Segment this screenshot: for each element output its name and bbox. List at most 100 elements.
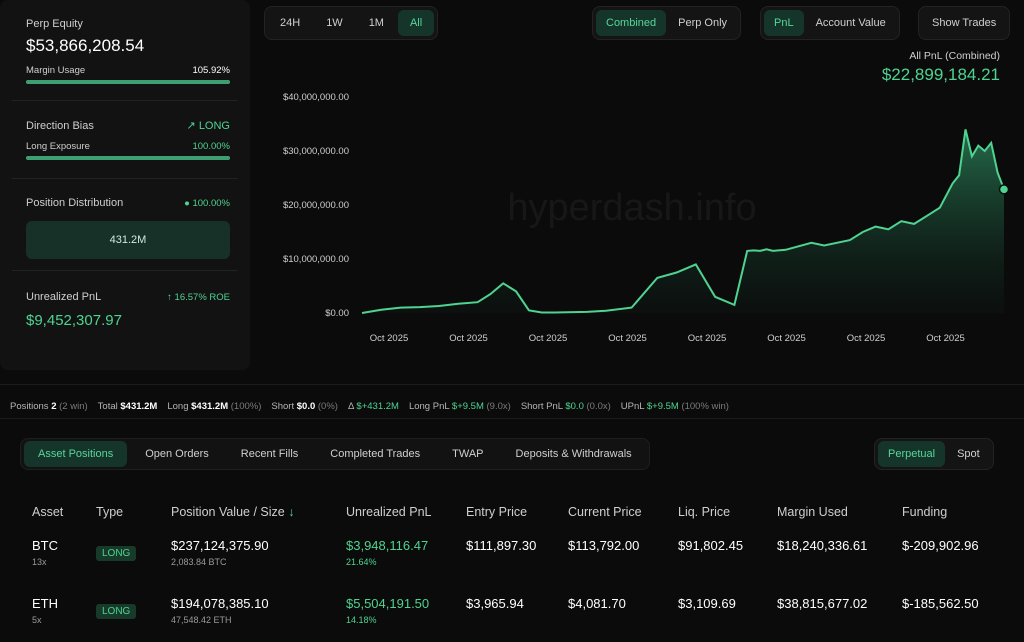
direction-bias-block: Direction Bias ↗ LONG Long Exposure 100.… bbox=[26, 119, 230, 160]
col-entry-price[interactable]: Entry Price bbox=[466, 505, 528, 519]
asset-name: ETH bbox=[32, 596, 58, 611]
table-row[interactable]: ETH 5x LONG $194,078,385.10 47,548.42 ETH … bbox=[0, 584, 1024, 642]
stat-upnl: UPnL $+9.5M (100% win) bbox=[620, 400, 729, 412]
position-distribution-bar[interactable]: 431.2M bbox=[26, 221, 230, 259]
col-unrealized-pnl[interactable]: Unrealized PnL bbox=[346, 505, 432, 519]
perpetual-button[interactable]: Perpetual bbox=[878, 441, 946, 467]
tab-deposits-withdrawals[interactable]: Deposits & Withdrawals bbox=[515, 448, 632, 460]
perp-equity-label: Perp Equity bbox=[26, 18, 83, 30]
col-funding[interactable]: Funding bbox=[902, 505, 948, 519]
x-tick-label: Oct 2025 bbox=[767, 333, 806, 344]
range-24h-button[interactable]: 24H bbox=[280, 17, 301, 29]
stat-short-pnl: Short PnL $0.0 (0.0x) bbox=[520, 400, 611, 412]
long-exposure-value: 100.00% bbox=[192, 141, 230, 152]
y-tick-label: $30,000,000.00 bbox=[283, 146, 349, 157]
direction-bias-value: ↗ LONG bbox=[186, 120, 230, 132]
margin-used: $38,815,677.02 bbox=[777, 596, 868, 611]
asset-name: BTC bbox=[32, 538, 58, 553]
sort-desc-icon: ↓ bbox=[288, 505, 295, 519]
range-all-button[interactable]: All bbox=[397, 10, 435, 36]
liq-price: $3,109.69 bbox=[678, 596, 736, 611]
unrealized-pnl-pct: 21.64% bbox=[346, 557, 377, 567]
margin-usage-bar bbox=[26, 80, 230, 84]
unrealized-pnl: $3,948,116.47 bbox=[346, 538, 429, 553]
stat-delta: Δ $+431.2M bbox=[347, 400, 399, 412]
position-size: 2,083.84 BTC bbox=[171, 557, 227, 567]
position-size: 47,548.42 ETH bbox=[171, 615, 232, 625]
entry-price: $111,897.30 bbox=[466, 538, 537, 553]
position-distribution-label: Position Distribution bbox=[26, 197, 124, 209]
col-position-value[interactable]: Position Value / Size ↓ bbox=[171, 505, 295, 519]
pnl-chart[interactable]: hyperdash.info $40,000,000.00 $30,000,000… bbox=[262, 80, 1024, 350]
unrealized-pnl: $5,504,191.50 bbox=[346, 596, 430, 611]
margin-usage-label: Margin Usage bbox=[26, 65, 86, 76]
asset-leverage: 5x bbox=[32, 615, 42, 625]
margin-usage-bar-fill bbox=[26, 80, 230, 84]
current-price: $4,081.70 bbox=[568, 596, 626, 611]
tab-open-orders[interactable]: Open Orders bbox=[145, 448, 209, 460]
margin-usage-value: 105.92% bbox=[192, 65, 230, 76]
funding: $-209,902.96 bbox=[902, 538, 979, 553]
divider bbox=[0, 384, 1024, 385]
col-margin-used[interactable]: Margin Used bbox=[777, 505, 848, 519]
tab-recent-fills[interactable]: Recent Fills bbox=[240, 448, 299, 460]
account-value-button[interactable]: Account Value bbox=[815, 17, 886, 29]
perp-equity-block: Perp Equity $53,866,208.54 Margin Usage … bbox=[26, 18, 230, 84]
unrealized-pnl-roe: ↑ 16.57% ROE bbox=[167, 291, 230, 303]
show-trades-button[interactable]: Show Trades bbox=[932, 17, 997, 29]
chart-header: All PnL (Combined) $22,899,184.21 bbox=[882, 50, 1000, 85]
stat-positions: Positions 2 (2 win) bbox=[10, 400, 88, 412]
x-tick-label: Oct 2025 bbox=[688, 333, 727, 344]
col-current-price[interactable]: Current Price bbox=[568, 505, 642, 519]
table-row[interactable]: BTC 13x LONG $237,124,375.90 2,083.84 BTC … bbox=[0, 526, 1024, 584]
x-tick-label: Oct 2025 bbox=[847, 333, 886, 344]
tab-asset-positions[interactable]: Asset Positions bbox=[24, 441, 128, 467]
asset-leverage: 13x bbox=[32, 557, 47, 567]
tab-completed-trades[interactable]: Completed Trades bbox=[330, 448, 421, 460]
combined-button[interactable]: Combined bbox=[596, 10, 667, 36]
pnl-area bbox=[362, 129, 1004, 313]
range-1w-button[interactable]: 1W bbox=[326, 17, 343, 29]
stat-short: Short $0.0 (0%) bbox=[271, 400, 338, 412]
col-liq-price[interactable]: Liq. Price bbox=[678, 505, 731, 519]
pnl-end-point[interactable] bbox=[998, 184, 1010, 195]
divider bbox=[12, 270, 238, 271]
trending-up-icon: ↗ bbox=[186, 120, 196, 132]
spot-button[interactable]: Spot bbox=[957, 448, 980, 460]
positions-tabs: Asset Positions Open Orders Recent Fills… bbox=[20, 438, 650, 470]
x-tick-label: Oct 2025 bbox=[608, 333, 647, 344]
stat-total: Total $431.2M bbox=[97, 400, 158, 412]
long-exposure-bar-fill bbox=[26, 156, 230, 160]
chart-header-label: All PnL (Combined) bbox=[909, 50, 1000, 62]
perp-only-button[interactable]: Perp Only bbox=[678, 17, 728, 29]
long-exposure-label: Long Exposure bbox=[26, 141, 90, 152]
x-tick-label: Oct 2025 bbox=[370, 333, 409, 344]
stat-long: Long $431.2M (100%) bbox=[167, 400, 262, 412]
chart-header-value: $22,899,184.21 bbox=[881, 65, 1000, 84]
position-type-badge: LONG bbox=[96, 546, 137, 561]
range-1m-button[interactable]: 1M bbox=[368, 17, 384, 29]
market-toggle: Perpetual Spot bbox=[874, 438, 994, 470]
liq-price: $91,802.45 bbox=[678, 538, 744, 553]
watermark: hyperdash.info bbox=[507, 187, 756, 229]
summary-panel: Perp Equity $53,866,208.54 Margin Usage … bbox=[0, 0, 250, 370]
tab-twap[interactable]: TWAP bbox=[452, 448, 484, 460]
stat-long-pnl: Long PnL $+9.5M (9.0x) bbox=[408, 400, 511, 412]
unrealized-pnl-value: $9,452,307.97 bbox=[26, 312, 122, 329]
col-type[interactable]: Type bbox=[96, 505, 124, 519]
pnl-button[interactable]: PnL bbox=[764, 10, 804, 36]
position-value: $194,078,385.10 bbox=[171, 596, 269, 611]
x-tick-label: Oct 2025 bbox=[449, 333, 488, 344]
position-distribution-value: ● 100.00% bbox=[184, 197, 230, 209]
dot-icon: ● bbox=[184, 197, 190, 209]
position-type-badge: LONG bbox=[96, 604, 137, 619]
x-tick-label: Oct 2025 bbox=[926, 333, 965, 344]
unrealized-pnl-pct: 14.18% bbox=[346, 615, 377, 625]
show-trades-wrap: Show Trades bbox=[918, 6, 1011, 40]
y-tick-label: $10,000,000.00 bbox=[283, 254, 349, 265]
y-tick-label: $40,000,000.00 bbox=[283, 92, 349, 103]
col-asset[interactable]: Asset bbox=[32, 505, 64, 519]
table-header-row: Asset Type Position Value / Size ↓ Unrea… bbox=[0, 498, 1024, 526]
entry-price: $3,965.94 bbox=[466, 596, 524, 611]
positions-table: Asset Type Position Value / Size ↓ Unrea… bbox=[0, 498, 1024, 642]
